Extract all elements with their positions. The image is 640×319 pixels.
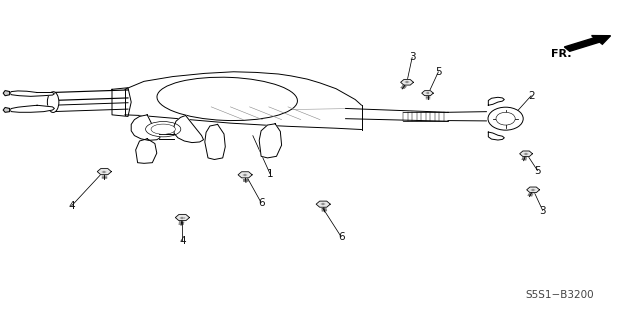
Polygon shape (527, 187, 540, 193)
Text: 5: 5 (534, 166, 541, 176)
Polygon shape (3, 108, 10, 112)
Text: 6: 6 (258, 197, 264, 208)
Text: 1: 1 (267, 169, 273, 179)
Polygon shape (488, 97, 504, 105)
Text: 5: 5 (435, 67, 442, 77)
Polygon shape (136, 139, 157, 163)
Ellipse shape (47, 92, 59, 113)
Polygon shape (205, 124, 225, 160)
Polygon shape (3, 91, 10, 96)
Text: FR.: FR. (551, 49, 572, 59)
Polygon shape (175, 214, 189, 221)
Polygon shape (131, 115, 160, 140)
Polygon shape (10, 91, 54, 96)
FancyArrow shape (564, 36, 611, 51)
Polygon shape (10, 105, 54, 112)
Ellipse shape (496, 112, 515, 125)
Ellipse shape (157, 77, 298, 121)
Polygon shape (488, 132, 504, 140)
Polygon shape (520, 151, 532, 157)
Polygon shape (125, 72, 362, 130)
Polygon shape (97, 168, 111, 175)
Ellipse shape (146, 122, 180, 137)
Text: S5S1−B3200: S5S1−B3200 (525, 290, 595, 300)
Text: 3: 3 (540, 205, 546, 216)
Polygon shape (316, 201, 330, 207)
Polygon shape (422, 91, 433, 96)
Ellipse shape (151, 124, 175, 134)
Text: 2: 2 (528, 91, 534, 101)
Text: 3: 3 (409, 52, 415, 63)
Polygon shape (238, 172, 252, 178)
Polygon shape (112, 88, 131, 116)
Polygon shape (401, 79, 413, 85)
Ellipse shape (488, 107, 524, 130)
Polygon shape (259, 124, 282, 158)
Text: 6: 6 (338, 232, 344, 242)
Text: 4: 4 (68, 201, 75, 211)
Polygon shape (174, 115, 204, 143)
Text: 4: 4 (179, 236, 186, 246)
